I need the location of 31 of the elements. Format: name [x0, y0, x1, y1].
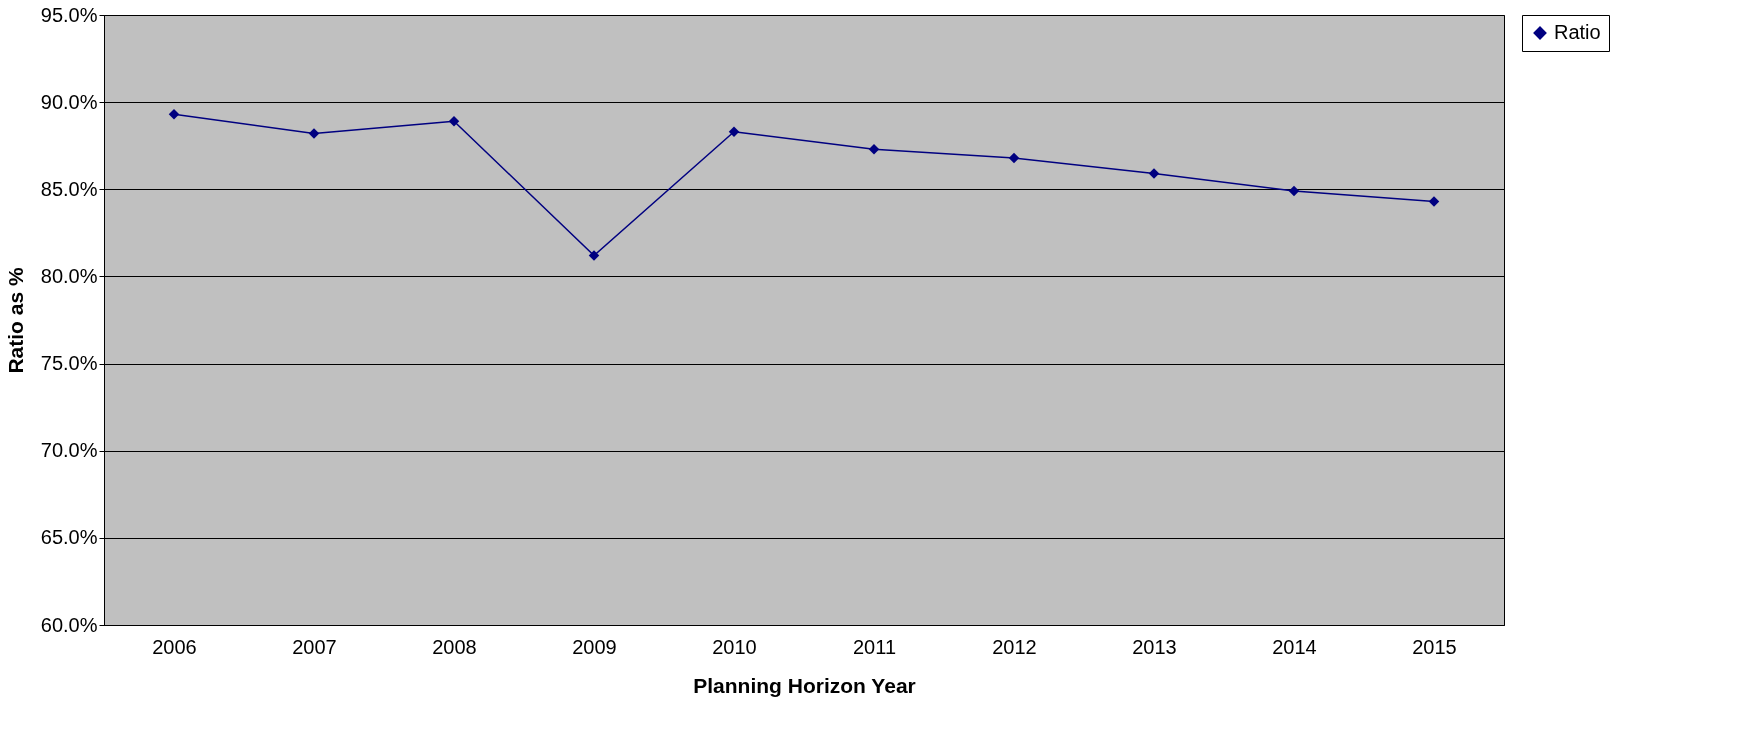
point	[868, 143, 880, 155]
x-tick-label: 2006	[152, 635, 197, 658]
point	[1008, 152, 1020, 164]
x-tick-label: 2009	[572, 635, 617, 658]
y-tick-label: 80.0%	[40, 264, 98, 287]
y-tick-label: 95.0%	[40, 3, 98, 26]
legend-label: Ratio	[1554, 21, 1601, 43]
x-tick-label: 2011	[852, 635, 897, 658]
y-tick-label: 65.0%	[40, 526, 98, 549]
x-tick-label: 2007	[292, 635, 337, 658]
point	[1288, 185, 1300, 197]
point	[1428, 196, 1440, 207]
x-tick-label: 2010	[712, 635, 757, 658]
y-tick-label: 70.0%	[40, 439, 98, 462]
y-axis-title: Ratio as %	[3, 267, 27, 374]
point	[168, 109, 180, 120]
point	[728, 126, 740, 138]
point	[1148, 168, 1160, 179]
x-tick-label: 2012	[992, 635, 1037, 658]
y-tick-label: 90.0%	[40, 90, 98, 113]
x-tick-label: 2014	[1272, 635, 1317, 658]
y-tick-label: 85.0%	[40, 177, 98, 200]
x-tick-label: 2015	[1412, 635, 1457, 658]
y-tick-label: 60.0%	[40, 613, 98, 636]
point	[308, 128, 320, 139]
point	[588, 250, 600, 261]
y-tick-label: 75.0%	[40, 352, 98, 375]
x-axis-title: Planning Horizon Year	[693, 673, 916, 697]
x-tick-label: 2013	[1132, 635, 1177, 658]
x-tick-label: 2008	[432, 635, 477, 658]
point	[448, 116, 460, 127]
